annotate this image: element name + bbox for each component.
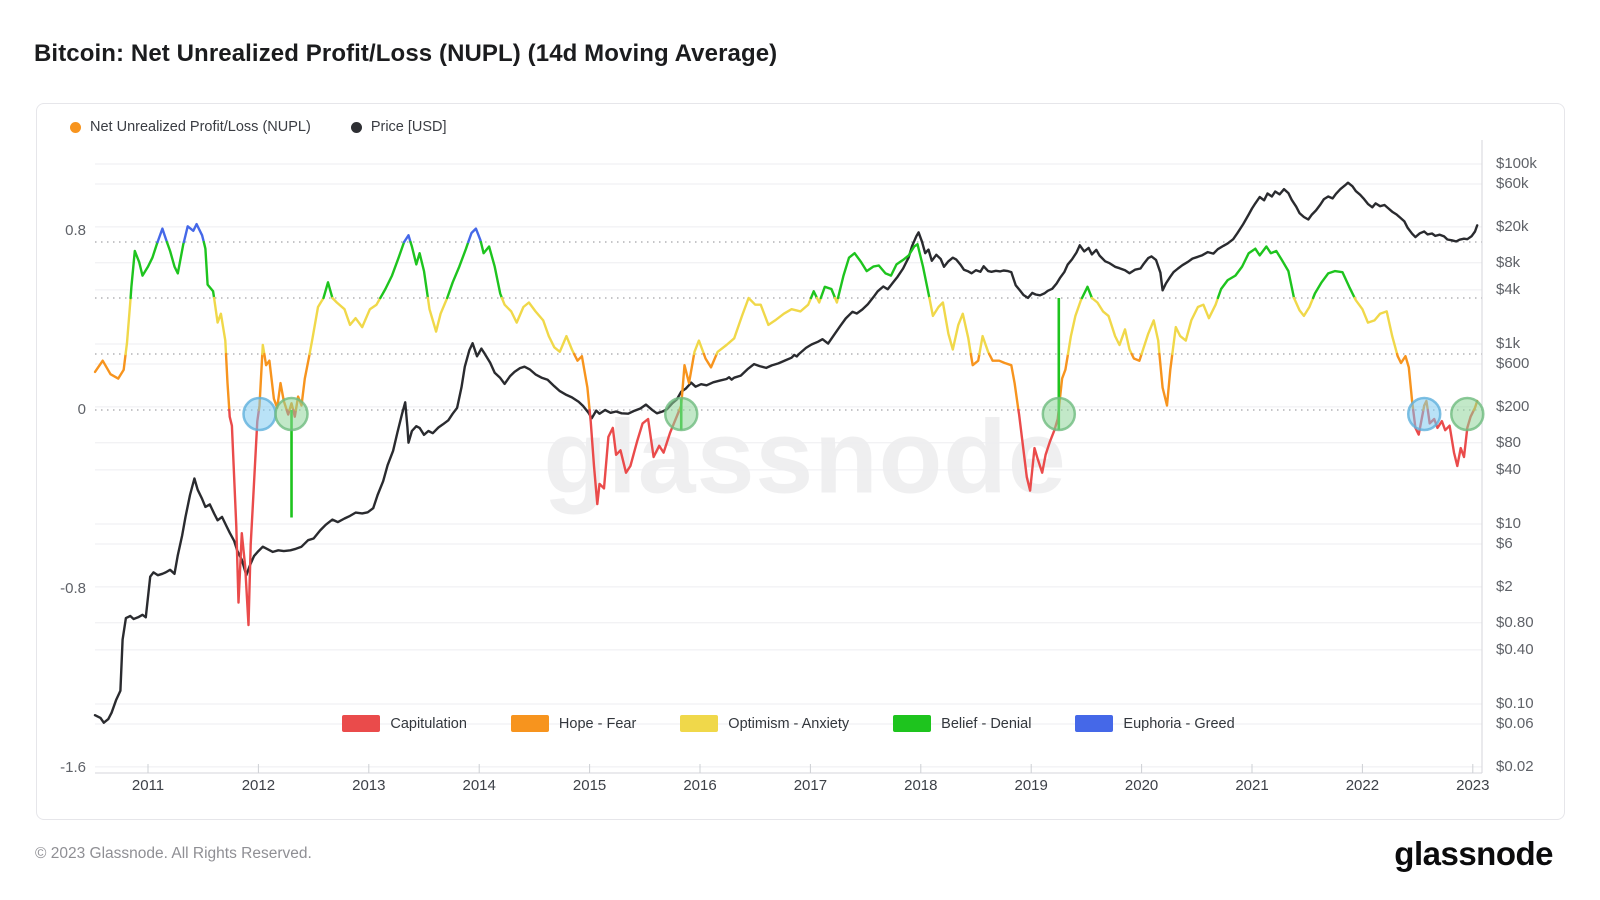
zone-legend-label: Belief - Denial — [941, 715, 1032, 732]
price-tick-label: $60k — [1496, 174, 1529, 192]
year-label: 2023 — [1456, 777, 1490, 794]
zone-swatch-icon — [342, 715, 381, 732]
nupl-tick-label: -1.6 — [60, 759, 86, 777]
year-label: 2019 — [1014, 777, 1048, 794]
year-label: 2018 — [904, 777, 938, 794]
year-label: 2022 — [1345, 777, 1380, 794]
zone-legend-item[interactable]: Capitulation — [342, 715, 467, 732]
price-tick-label: $100k — [1496, 155, 1537, 172]
year-label: 2016 — [683, 777, 717, 794]
nupl-series-dot-icon — [70, 121, 81, 133]
price-tick-label: $40 — [1496, 460, 1522, 478]
zone-legend-label: Capitulation — [390, 715, 467, 732]
zone-swatch-icon — [893, 715, 932, 732]
price-tick-label: $1k — [1496, 335, 1521, 352]
legend-item-price-label: Price [USD] — [370, 119, 447, 135]
price-tick-label: $200 — [1496, 397, 1530, 415]
price-tick-label: $600 — [1496, 354, 1530, 372]
price-tick-label: $6 — [1496, 534, 1513, 552]
zone-swatch-icon — [510, 715, 549, 732]
page-title: Bitcoin: Net Unrealized Profit/Loss (NUP… — [34, 40, 778, 67]
year-label: 2014 — [462, 777, 496, 794]
nupl-tick-label: 0 — [77, 401, 86, 418]
price-tick-label: $0.80 — [1496, 613, 1534, 631]
year-label: 2017 — [793, 777, 828, 794]
series-legend: Net Unrealized Profit/Loss (NUPL) Price … — [70, 119, 447, 135]
zone-legend-item[interactable]: Optimism - Anxiety — [680, 715, 849, 732]
legend-item-nupl-label: Net Unrealized Profit/Loss (NUPL) — [90, 119, 311, 135]
nupl-tick-label: -0.8 — [60, 580, 86, 598]
year-label: 2013 — [352, 777, 386, 794]
year-label: 2015 — [572, 777, 607, 794]
zone-legend-label: Euphoria - Greed — [1123, 715, 1235, 732]
glassnode-logo: glassnode — [1394, 835, 1553, 872]
price-tick-label: $0.06 — [1496, 714, 1534, 732]
price-tick-label: $0.40 — [1496, 640, 1534, 658]
year-label: 2012 — [241, 777, 276, 794]
price-tick-label: $0.02 — [1496, 757, 1534, 775]
zone-legend-label: Optimism - Anxiety — [728, 715, 850, 732]
zone-swatch-icon — [1075, 715, 1114, 732]
zone-legend-item[interactable]: Euphoria - Greed — [1075, 715, 1235, 732]
zone-legend-item[interactable]: Hope - Fear — [510, 715, 637, 732]
price-tick-label: $4k — [1496, 280, 1521, 298]
legend-item-nupl[interactable]: Net Unrealized Profit/Loss (NUPL) — [70, 119, 311, 135]
nupl-tick-label: 0.8 — [65, 221, 86, 239]
price-tick-label: $2 — [1496, 577, 1513, 595]
legend-item-price[interactable]: Price [USD] — [350, 119, 447, 135]
price-series-dot-icon — [350, 121, 362, 133]
price-tick-label: $10 — [1496, 515, 1522, 532]
price-tick-label: $80 — [1496, 433, 1522, 451]
zone-swatch-icon — [680, 715, 719, 732]
price-tick-label: $8k — [1496, 253, 1521, 271]
year-label: 2020 — [1124, 777, 1159, 794]
zone-legend-label: Hope - Fear — [558, 715, 637, 732]
year-label: 2021 — [1235, 777, 1269, 794]
price-tick-label: $0.10 — [1496, 695, 1534, 712]
copyright-text: © 2023 Glassnode. All Rights Reserved. — [35, 845, 312, 862]
price-tick-label: $20k — [1496, 217, 1529, 235]
zone-legend-item[interactable]: Belief - Denial — [893, 715, 1031, 732]
glassnode-watermark: glassnode — [543, 399, 1067, 516]
year-label: 2011 — [131, 777, 165, 794]
zone-legend: Capitulation Hope - Fear Optimism - Anxiet… — [95, 715, 1482, 732]
